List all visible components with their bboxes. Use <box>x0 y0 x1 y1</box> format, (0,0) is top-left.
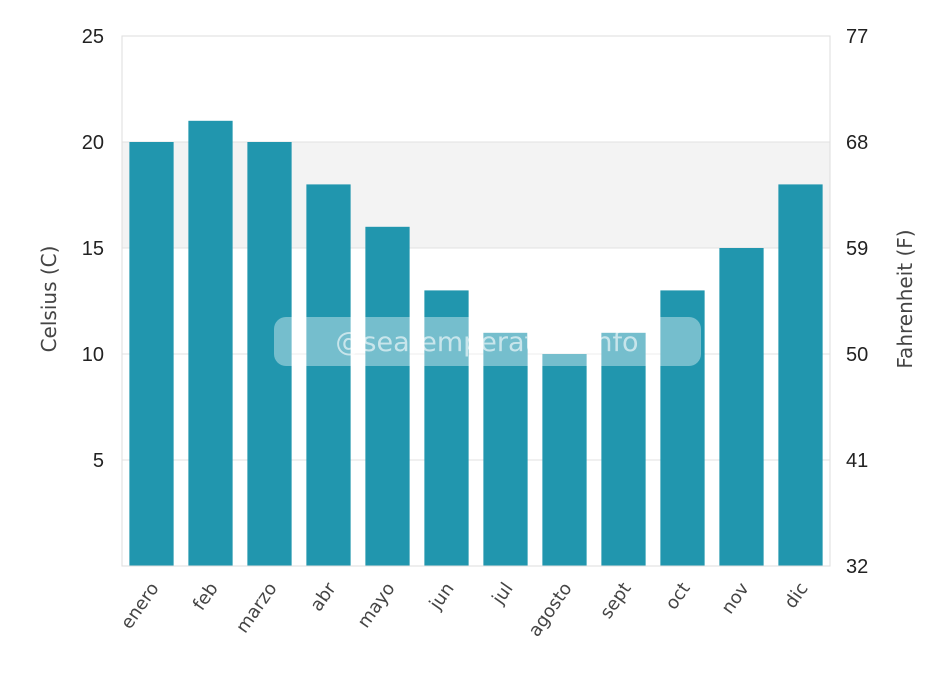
bar-agosto <box>542 354 587 566</box>
plot-background <box>122 36 830 566</box>
x-tick-label: feb <box>189 579 223 615</box>
y-tick-label-right: 50 <box>846 344 868 366</box>
bar-marzo <box>247 142 292 566</box>
x-tick-label: mayo <box>354 579 400 632</box>
x-tick-label: marzo <box>232 579 282 637</box>
x-tick-label: nov <box>717 579 753 618</box>
y-tick-label: 10 <box>82 344 104 366</box>
x-tick-label: agosto <box>524 579 576 641</box>
y-tick-label-right: 32 <box>846 556 868 578</box>
bar-layer <box>129 120 823 567</box>
grid-band <box>122 142 830 248</box>
bar-oct <box>660 290 705 566</box>
band-layer <box>122 142 830 248</box>
bar-jul <box>483 332 528 566</box>
x-tick-label: dic <box>780 579 812 613</box>
x-tick-label: sept <box>596 579 636 623</box>
y-tick-label: 15 <box>82 238 104 260</box>
x-tick-label: oct <box>661 579 694 614</box>
bar-enero <box>129 142 174 566</box>
y-axis-title-right: Fahrenheit (F) <box>893 229 917 368</box>
bar-feb <box>188 120 233 567</box>
y-tick-label-right: 59 <box>846 238 868 260</box>
y-tick-label: 25 <box>82 26 104 48</box>
y-axis-title: Celsius (C) <box>37 246 61 353</box>
y-tick-label: 20 <box>82 132 104 154</box>
bar-mayo <box>365 226 410 567</box>
watermark-background <box>274 317 701 366</box>
y-tick-label: 5 <box>93 450 104 472</box>
y-tick-label-right: 77 <box>846 26 868 48</box>
watermark-text: @seatemperature.info <box>335 327 638 358</box>
bar-sept <box>601 332 646 566</box>
x-tick-labels: enero feb marzo abr mayo jun jul agosto sept oct n… <box>117 578 813 640</box>
x-tick-label: jun <box>425 579 459 615</box>
left-tick-labels: 5 10 15 20 25 <box>82 26 104 472</box>
watermark: @seatemperature.info <box>274 317 701 366</box>
y-tick-label-right: 41 <box>846 450 868 472</box>
bar-abr <box>306 184 351 566</box>
right-tick-labels: 32 41 50 59 68 77 <box>846 26 868 578</box>
bar-jun <box>424 290 469 566</box>
x-tick-label: abr <box>306 578 341 615</box>
y-tick-label-right: 68 <box>846 132 868 154</box>
bar-nov <box>719 248 764 566</box>
x-tick-label: enero <box>117 579 164 633</box>
bar-dic <box>778 184 823 566</box>
plot-frame <box>121 35 831 567</box>
x-tick-label: jul <box>488 579 518 609</box>
